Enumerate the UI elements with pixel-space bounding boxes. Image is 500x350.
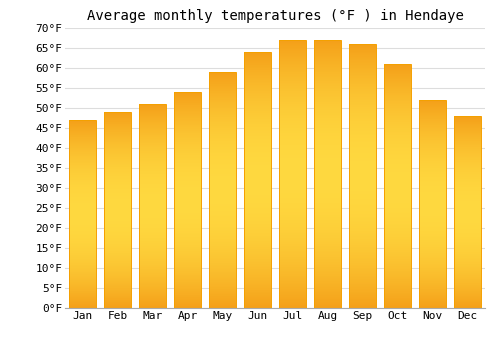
Bar [174,92,201,308]
Bar [70,120,96,308]
Bar [140,104,166,308]
Title: Average monthly temperatures (°F ) in Hendaye: Average monthly temperatures (°F ) in He… [86,9,464,23]
Bar [244,52,270,308]
Bar [210,72,236,308]
Bar [350,44,376,308]
Bar [420,100,446,308]
Bar [104,112,130,308]
Bar [314,40,340,308]
Bar [384,64,410,308]
Bar [454,116,480,308]
Bar [280,40,305,308]
